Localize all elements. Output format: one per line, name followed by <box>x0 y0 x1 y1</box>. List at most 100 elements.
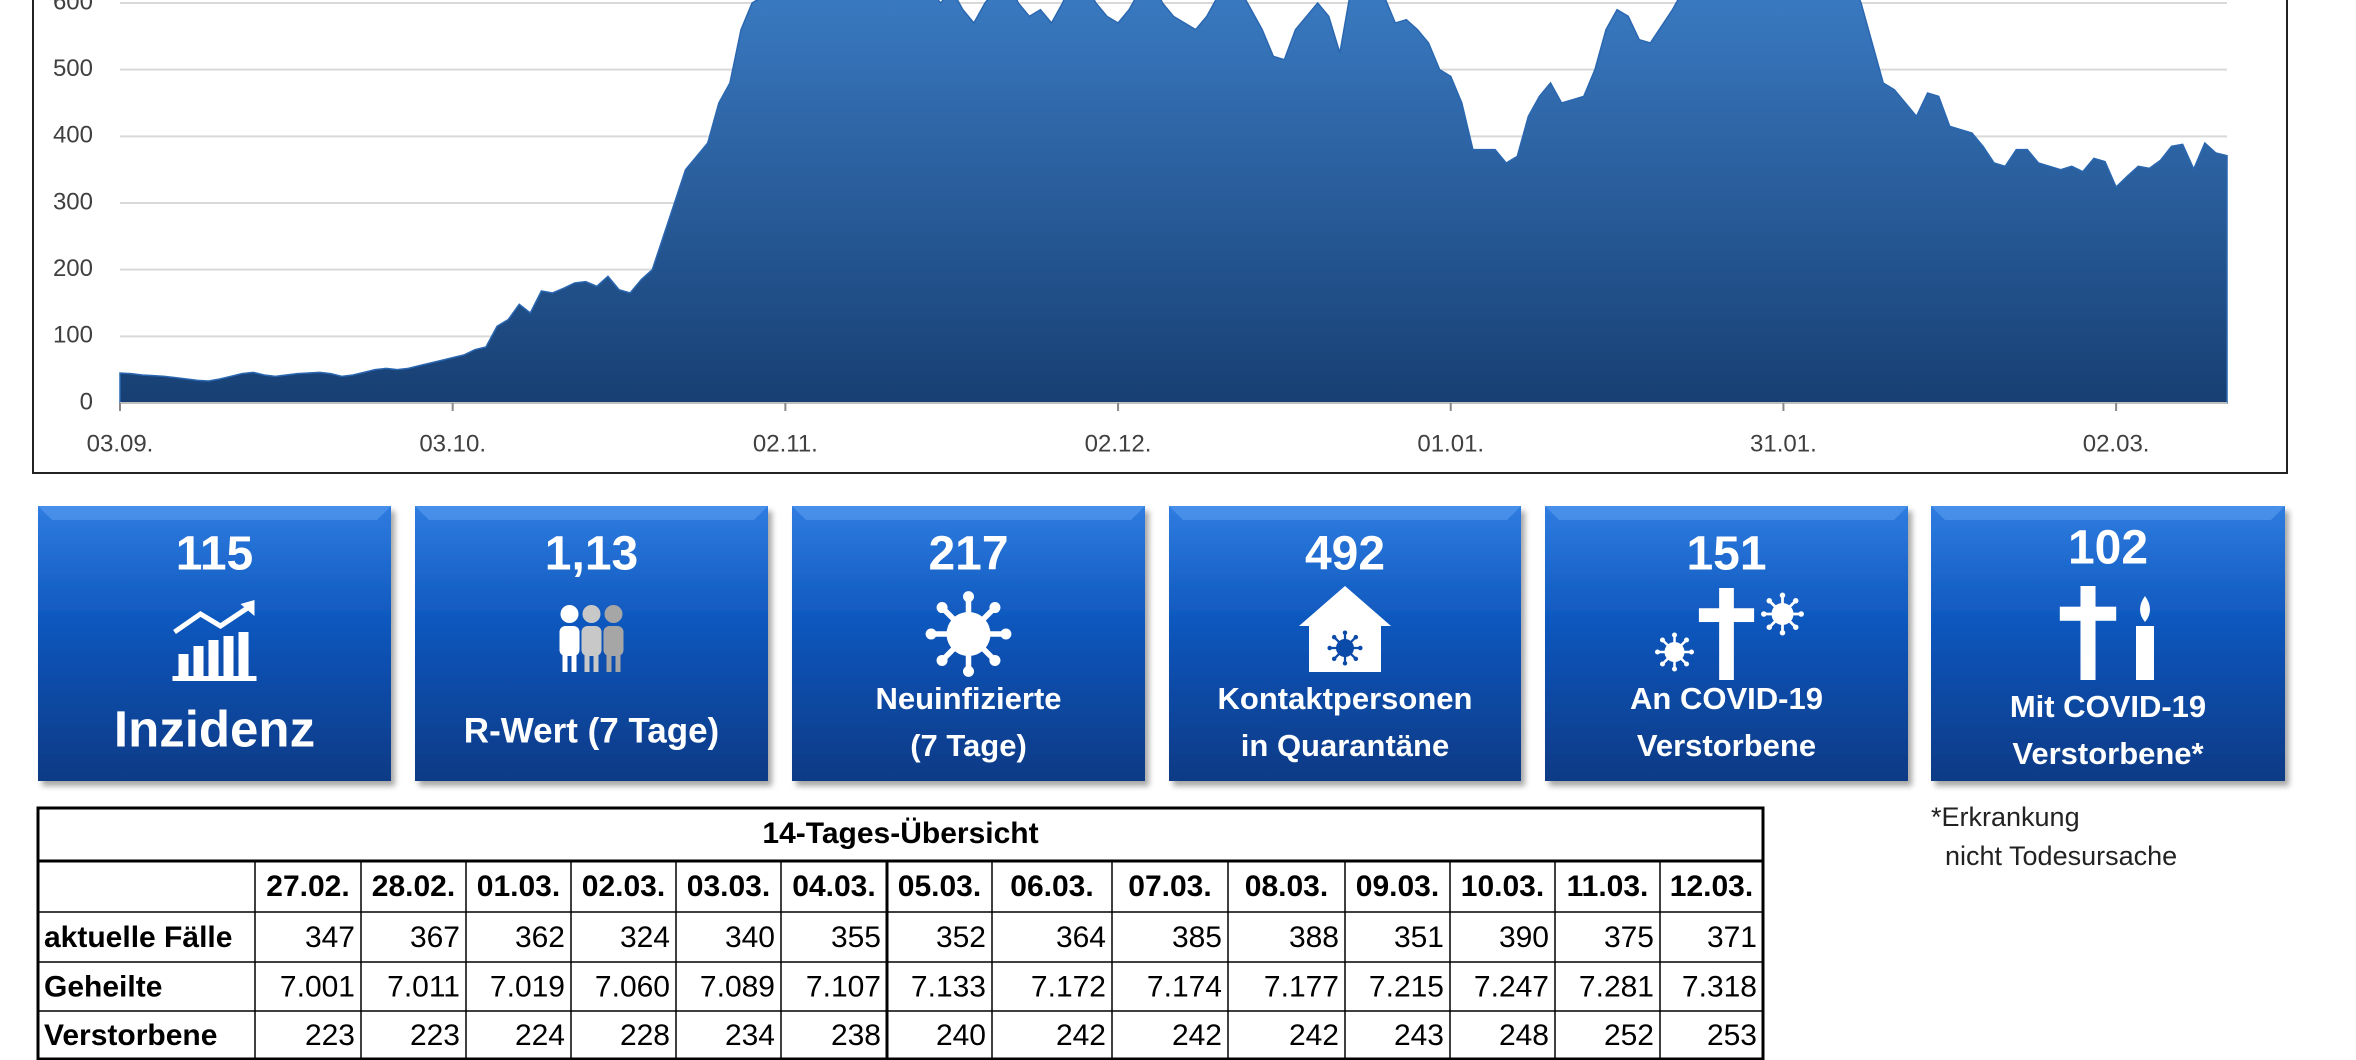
icon-part <box>1781 599 1797 615</box>
x-tick-label: 02.03. <box>2083 430 2150 457</box>
icon-part <box>604 605 623 623</box>
tile-icon <box>559 605 624 672</box>
header-cell: 05.03. <box>898 870 981 903</box>
x-tick-label: 02.11. <box>753 430 818 457</box>
icon-part <box>1673 651 1688 665</box>
tile-bevel <box>38 506 391 520</box>
icon-part <box>615 650 621 672</box>
x-tick-label: 02.12. <box>1085 430 1152 457</box>
tile-icon <box>172 600 257 681</box>
icon-part <box>1698 608 1755 623</box>
cell: 352 <box>936 921 986 954</box>
header-cell: 28.02. <box>372 870 455 903</box>
icon-part <box>1766 598 1773 604</box>
cell: 7.247 <box>1474 970 1549 1003</box>
cell: 7.172 <box>1031 970 1106 1003</box>
tile-value: 102 <box>2068 522 2148 575</box>
tile-label: R-Wert (7 Tage) <box>464 711 719 750</box>
cell: 390 <box>1499 921 1549 954</box>
header-cell: 03.03. <box>687 870 770 903</box>
icon-part <box>1689 649 1694 655</box>
header-cell: 09.03. <box>1356 870 1439 903</box>
icon-part <box>560 605 579 623</box>
icon-part <box>1000 628 1012 640</box>
icon-part <box>1719 588 1734 680</box>
icon-part <box>989 654 1001 666</box>
header-cell: 02.03. <box>582 870 665 903</box>
cell: 242 <box>1056 1019 1106 1052</box>
cell: 371 <box>1707 921 1757 954</box>
icon-part <box>593 650 599 672</box>
tile-label: (7 Tage) <box>910 728 1027 763</box>
icon-part <box>603 626 624 656</box>
icon-part <box>1792 624 1799 630</box>
table-border <box>36 806 1765 1060</box>
cell: 7.318 <box>1682 970 1757 1003</box>
icon-part <box>1766 624 1773 630</box>
tile-bevel <box>792 506 1145 520</box>
icon-part <box>581 626 602 656</box>
header-cell: 27.02. <box>266 870 349 903</box>
cell: 367 <box>410 921 460 954</box>
icon-part <box>1661 651 1676 665</box>
y-tick-label: 500 <box>53 55 93 82</box>
tile-value: 217 <box>928 528 1008 581</box>
icon-part <box>1672 666 1677 672</box>
chart-frame <box>32 0 2288 474</box>
y-tick-label: 400 <box>53 122 93 149</box>
icon-part <box>1333 647 1346 660</box>
cell: 228 <box>620 1019 670 1052</box>
cell: 7.107 <box>806 970 881 1003</box>
icon-part <box>223 636 234 676</box>
cell: 248 <box>1499 1019 1549 1052</box>
icon-part <box>1353 656 1359 662</box>
cell: 7.019 <box>490 970 565 1003</box>
icon-part <box>1344 647 1357 660</box>
cell: 385 <box>1172 921 1222 954</box>
cell: 7.215 <box>1369 970 1444 1003</box>
tile-label: Verstorbene <box>1637 728 1816 763</box>
cell: 7.060 <box>595 970 670 1003</box>
header-cell: 11.03. <box>1567 870 1649 903</box>
icon-part <box>582 605 601 623</box>
cell: 7.281 <box>1579 970 1654 1003</box>
cell: 347 <box>305 921 355 954</box>
tile-value: 1,13 <box>545 528 638 581</box>
icon-part <box>966 632 997 663</box>
area <box>119 0 2228 404</box>
icon-part <box>936 602 948 614</box>
y-tick-label: 300 <box>53 188 93 215</box>
cell: 355 <box>831 921 881 954</box>
cell: 388 <box>1289 921 1339 954</box>
header-cell: 01.03. <box>477 870 560 903</box>
icon-part <box>606 650 612 672</box>
cell: 224 <box>515 1019 565 1052</box>
tile-label: Neuinfizierte <box>875 681 1061 716</box>
icon-part <box>1781 613 1797 629</box>
icon-part <box>1768 613 1784 629</box>
cell: 7.011 <box>387 970 460 1003</box>
tile-icon <box>925 591 1012 677</box>
icon-part <box>1761 611 1767 617</box>
icon-part <box>940 605 971 636</box>
icon-part <box>238 632 249 676</box>
cell: 7.177 <box>1264 970 1339 1003</box>
icon-part <box>193 646 204 676</box>
icon-part <box>1327 645 1332 651</box>
cell: 223 <box>410 1019 460 1052</box>
cell: 223 <box>305 1019 355 1052</box>
icon-part <box>1673 639 1688 653</box>
icon-part <box>1684 661 1690 667</box>
y-tick-label: 100 <box>53 322 93 349</box>
icon-part <box>936 654 948 666</box>
icon-part <box>925 628 937 640</box>
y-tick-label: 200 <box>53 255 93 282</box>
cell: 7.001 <box>280 970 355 1003</box>
header-cell: 08.03. <box>1245 870 1328 903</box>
icon-part <box>173 603 252 635</box>
icon-part <box>1661 639 1676 653</box>
tiles: 115 Inzidenz 1,13 R-Wert (7 Tage) 217 Neuinfi… <box>38 506 2285 781</box>
icon-part <box>1299 586 1391 626</box>
cell: 340 <box>725 921 775 954</box>
cell: 253 <box>1707 1019 1757 1052</box>
